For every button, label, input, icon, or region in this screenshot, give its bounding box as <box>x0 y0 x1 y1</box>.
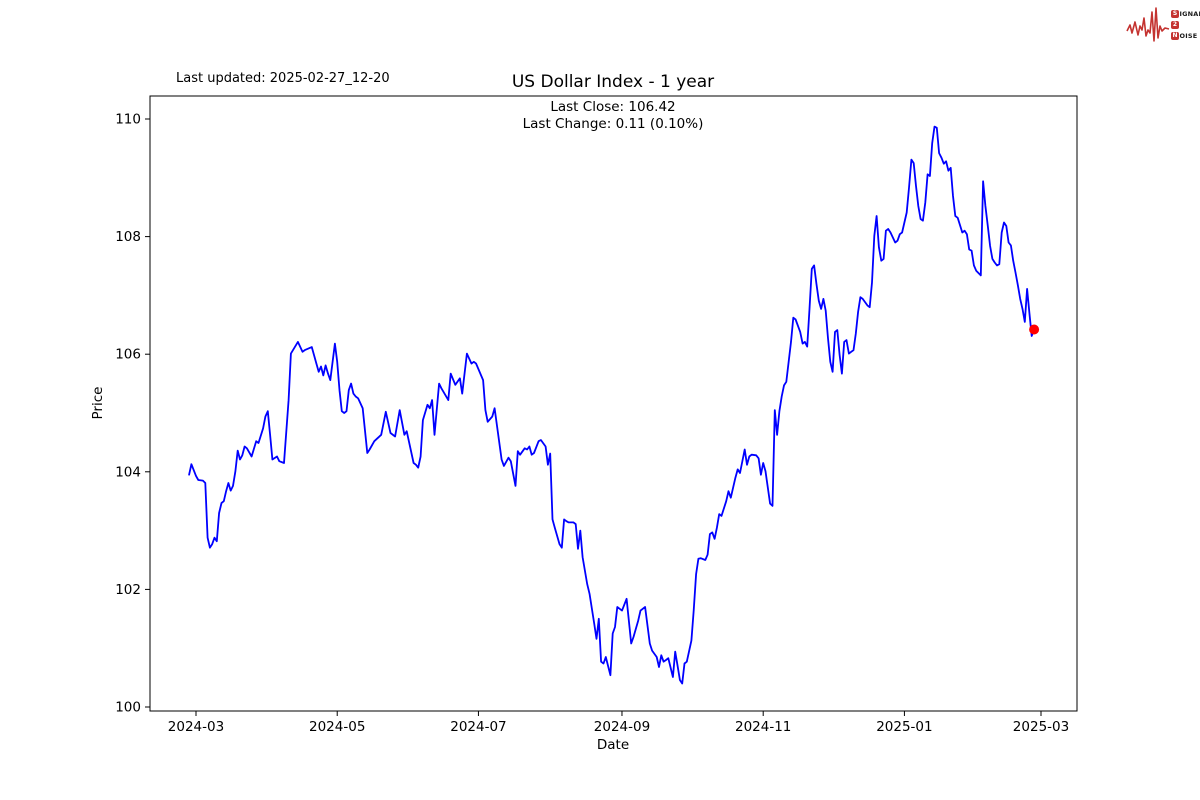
logo-letter-n: N <box>1171 32 1179 40</box>
x-tick-label: 2025-03 <box>1013 719 1069 735</box>
brand-logo: S IGNAL 2 N OISE <box>1126 4 1200 46</box>
x-tick-label: 2024-07 <box>450 719 506 735</box>
plot-frame <box>149 95 1078 712</box>
last-close-annotation: Last Close: 106.42 <box>550 99 675 115</box>
logo-letter-2: 2 <box>1171 21 1179 29</box>
x-tick-label: 2024-05 <box>309 719 365 735</box>
price-line-series <box>188 125 1035 685</box>
x-tick-label: 2024-03 <box>168 719 224 735</box>
chart-title: US Dollar Index - 1 year <box>512 72 714 92</box>
y-tick-label: 102 <box>115 582 141 598</box>
y-tick-label: 108 <box>115 229 141 245</box>
logo-row-2: 2 <box>1171 21 1200 30</box>
x-axis-ticks: 2024-03 2024-05 2024-07 2024-09 2024-11 2025-… <box>168 711 1069 735</box>
logo-row-signal: S IGNAL <box>1171 10 1200 19</box>
last-updated-label: Last updated: 2025-02-27_12-20 <box>176 71 390 86</box>
y-axis-label: Price <box>90 387 106 420</box>
logo-letter-s: S <box>1171 10 1179 18</box>
y-tick-label: 104 <box>115 464 141 480</box>
x-axis-label: Date <box>597 737 629 753</box>
y-axis-ticks: 100 102 104 106 108 110 <box>115 112 150 716</box>
x-tick-label: 2024-09 <box>594 719 650 735</box>
last-close-marker <box>1029 324 1040 335</box>
heartbeat-waveform-icon <box>1126 7 1170 42</box>
y-tick-label: 106 <box>115 347 141 363</box>
x-tick-label: 2025-01 <box>876 719 932 735</box>
y-tick-label: 100 <box>115 700 141 716</box>
logo-text: S IGNAL 2 N OISE <box>1171 10 1200 41</box>
logo-word-ignal: IGNAL <box>1179 10 1200 18</box>
logo-word-oise: OISE <box>1179 32 1198 40</box>
x-tick-label: 2024-11 <box>735 719 791 735</box>
last-change-annotation: Last Change: 0.11 (0.10%) <box>523 116 704 132</box>
y-tick-label: 110 <box>115 112 141 128</box>
logo-row-noise: N OISE <box>1171 32 1200 41</box>
